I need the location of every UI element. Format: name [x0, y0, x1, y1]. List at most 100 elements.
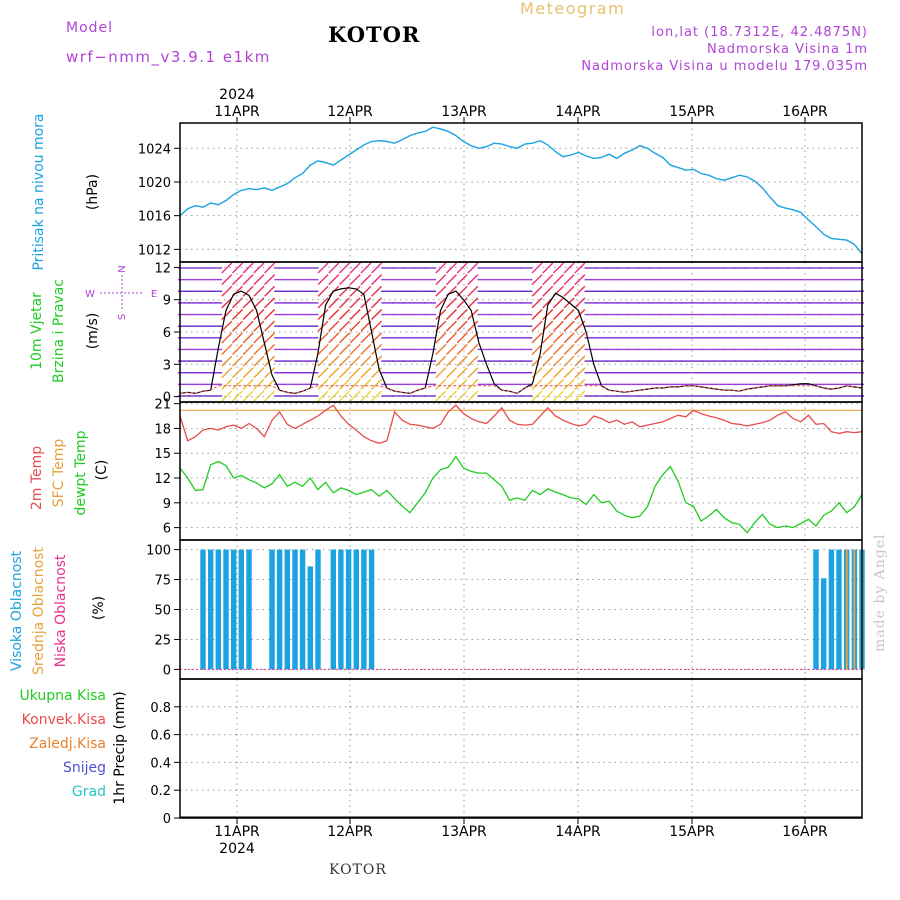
wind-vector	[445, 367, 457, 379]
wind-vector	[563, 262, 575, 274]
wind-vector	[328, 367, 340, 379]
wind-vector	[264, 297, 276, 309]
high-cloud-bar	[215, 549, 221, 670]
wind-vector	[456, 332, 468, 344]
high-cloud-bar	[828, 549, 835, 670]
wind-vector	[231, 320, 243, 332]
wind-vector	[349, 309, 361, 321]
pressure-ytick-label: 1024	[138, 142, 171, 157]
wind-vector	[574, 343, 586, 355]
high-cloud-bar	[353, 549, 359, 670]
wind-vector	[371, 274, 383, 286]
temperature-ytick-label: 15	[154, 447, 171, 462]
wind-vector	[231, 332, 243, 344]
wind-vector	[531, 378, 543, 390]
wind-vector	[253, 378, 265, 390]
wind-vector	[371, 343, 383, 355]
wind-vector	[349, 332, 361, 344]
wind-vector	[242, 390, 254, 402]
wind-vector	[467, 274, 479, 286]
wind-vector	[574, 297, 586, 309]
wind-vector	[542, 274, 554, 286]
wind-vector	[456, 390, 468, 402]
wind-vector	[435, 274, 447, 286]
wind-vector	[467, 390, 479, 402]
wind-vector	[531, 262, 543, 274]
2m-temp-line	[179, 404, 863, 444]
wind-vector	[349, 274, 361, 286]
wind-vector	[253, 262, 265, 274]
wind-vector	[221, 309, 233, 321]
wind-vector	[242, 285, 254, 297]
compass-north-label: N	[117, 265, 128, 272]
cloud-ytick-label: 25	[154, 633, 171, 648]
hail-legend: Grad	[72, 784, 106, 800]
wind-vector	[456, 320, 468, 332]
wind-vector	[563, 367, 575, 379]
wind-vector	[338, 378, 350, 390]
wind-vector	[445, 262, 457, 274]
compass-west-label: W	[85, 289, 95, 300]
temperature-ytick-label: 18	[154, 422, 171, 437]
high-cloud-bar	[330, 549, 336, 670]
wind-vector	[456, 309, 468, 321]
wind-vector	[542, 309, 554, 321]
wind-vector	[445, 274, 457, 286]
wind-ytick-label: 3	[163, 358, 171, 373]
wind-vector	[253, 320, 265, 332]
temperature-ytick-label: 6	[163, 522, 171, 537]
wind-vector	[242, 320, 254, 332]
wind-vector	[574, 378, 586, 390]
wind-vector	[231, 390, 243, 402]
wind-vector	[563, 309, 575, 321]
wind-vector	[445, 320, 457, 332]
wind-barb-field	[178, 262, 864, 402]
bottom-date-label: 16APR	[782, 824, 828, 840]
wind-vector	[563, 343, 575, 355]
wind-vector	[242, 262, 254, 274]
wind-vector	[371, 297, 383, 309]
wind-speed-line	[179, 287, 863, 395]
low-cloud-axis-label: Niska Oblacnost	[53, 554, 69, 667]
wind-vector	[542, 332, 554, 344]
wind-vector	[563, 332, 575, 344]
wind-vector	[360, 332, 372, 344]
high-cloud-bar	[208, 549, 214, 670]
wind-vector	[531, 355, 543, 367]
wind-vector	[542, 343, 554, 355]
pressure-line	[179, 126, 863, 255]
wind-vector	[338, 367, 350, 379]
wind-vector	[328, 320, 340, 332]
wind-vector	[552, 309, 564, 321]
wind-vector	[371, 367, 383, 379]
wind-vector	[531, 320, 543, 332]
wind-vector	[242, 355, 254, 367]
wind-vector	[338, 320, 350, 332]
wind-vector	[456, 274, 468, 286]
wind-ytick-label: 6	[163, 326, 171, 341]
precip-ytick-label: 0	[163, 812, 171, 827]
wind-vector	[574, 367, 586, 379]
wind-vector	[253, 390, 265, 402]
wind-vector	[328, 355, 340, 367]
wind-vector	[456, 355, 468, 367]
wind-vector	[531, 343, 543, 355]
temperature-ytick-label: 21	[154, 398, 171, 413]
precip-ytick-label: 0.4	[150, 756, 171, 771]
wind-axis-label: 10m Vjetar	[29, 292, 45, 370]
wind-subaxis-label: Brzina i Pravac	[51, 279, 67, 383]
wind-vector	[552, 390, 564, 402]
high-cloud-bar	[315, 549, 321, 670]
wind-vector	[221, 274, 233, 286]
compass-south-label: S	[117, 314, 128, 320]
high-cloud-bar	[813, 549, 819, 670]
wind-vector	[467, 343, 479, 355]
wind-gust-line	[179, 385, 863, 394]
wind-ytick-label: 12	[154, 261, 171, 276]
temperature-ytick-label: 12	[154, 472, 171, 487]
wind-vector	[456, 343, 468, 355]
wind-vector	[338, 262, 350, 274]
wind-vector	[371, 309, 383, 321]
wind-ytick-label: 0	[163, 391, 171, 406]
wind-vector	[317, 355, 329, 367]
